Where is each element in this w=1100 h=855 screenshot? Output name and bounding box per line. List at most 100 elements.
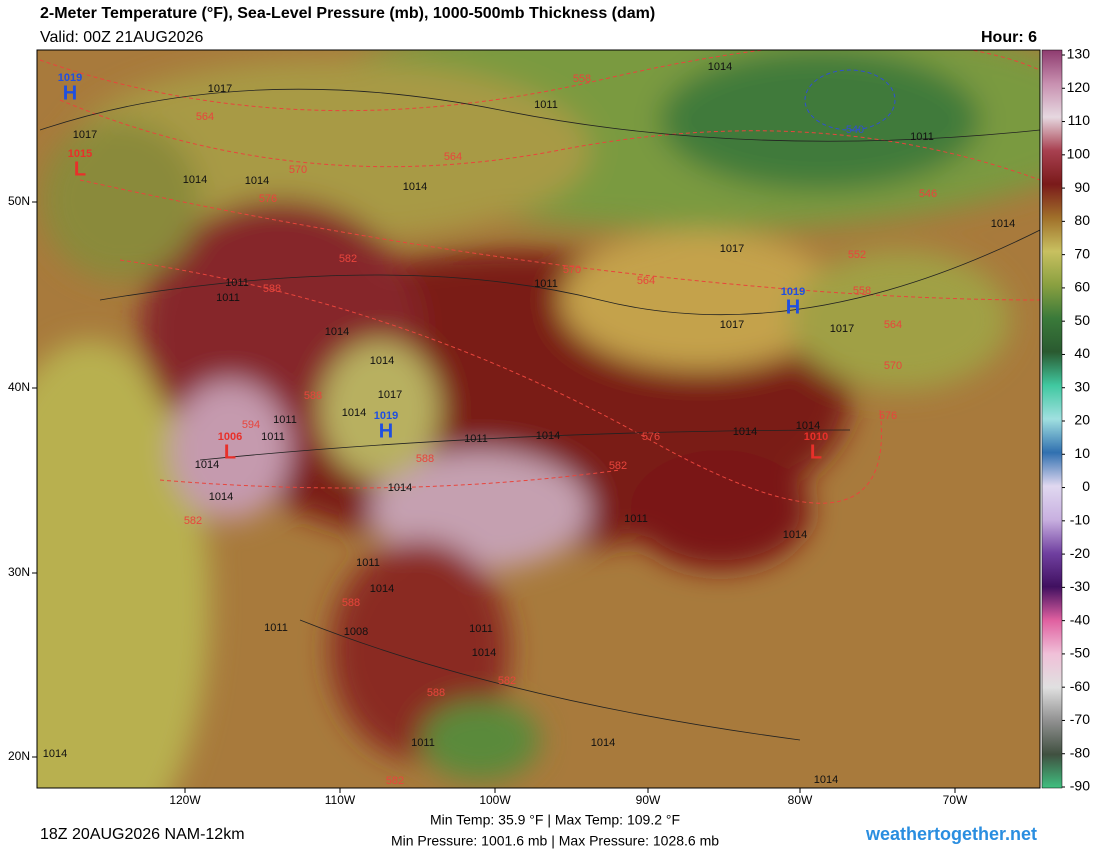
colorbar-tick-label: -10 bbox=[1070, 512, 1090, 528]
colorbar-tick-label: -50 bbox=[1070, 645, 1090, 661]
thickness-label: 582 bbox=[184, 515, 202, 527]
colorbar-tick-label: 110 bbox=[1068, 112, 1091, 128]
thickness-label: 564 bbox=[884, 319, 902, 331]
colorbar-tick-label: 30 bbox=[1074, 378, 1090, 394]
center-pressure: 1010 bbox=[804, 431, 828, 443]
lat-label: 30N bbox=[8, 565, 30, 579]
isobar-label: 1011 bbox=[273, 414, 297, 426]
model-run: 18Z 20AUG2026 NAM-12km bbox=[40, 826, 245, 843]
map-frame bbox=[36, 49, 1041, 789]
thickness-label: 564 bbox=[196, 111, 214, 123]
thickness-label: 576 bbox=[879, 410, 897, 422]
colorbar-tick-label: 120 bbox=[1067, 79, 1091, 95]
colorbar-tick-label: 10 bbox=[1074, 445, 1090, 461]
isobar-label: 1008 bbox=[344, 626, 368, 638]
isobar-label: 1014 bbox=[183, 174, 207, 186]
isobar-label: 1014 bbox=[536, 430, 560, 442]
isobar-label: 1014 bbox=[370, 583, 394, 595]
colorbar-tick-label: -70 bbox=[1070, 711, 1090, 727]
isobar-label: 1011 bbox=[534, 99, 558, 111]
isobar-label: 1011 bbox=[624, 513, 648, 525]
thickness-label: 570 bbox=[289, 164, 307, 176]
colorbar-tick-label: 40 bbox=[1074, 345, 1090, 361]
isobar-label: 1011 bbox=[264, 622, 288, 634]
colorbar-tick-label: -30 bbox=[1070, 578, 1090, 594]
thickness-label: 564 bbox=[444, 151, 462, 163]
colorbar bbox=[1041, 49, 1063, 789]
center-pressure: 1015 bbox=[68, 148, 92, 160]
cold-thickness-label: 540 bbox=[846, 124, 864, 136]
isobar-label: 1014 bbox=[591, 737, 615, 749]
colorbar-tick-label: 80 bbox=[1074, 212, 1090, 228]
thickness-label: 588 bbox=[304, 390, 322, 402]
title: 2-Meter Temperature (°F), Sea-Level Pres… bbox=[40, 5, 655, 22]
isobar-label: 1017 bbox=[830, 323, 854, 335]
thickness-label: 564 bbox=[637, 275, 655, 287]
isobar-label: 1011 bbox=[534, 278, 558, 290]
isobar-label: 1014 bbox=[472, 647, 496, 659]
colorbar-tick-label: 90 bbox=[1074, 179, 1090, 195]
isobar-label: 1017 bbox=[73, 129, 97, 141]
temperature-shading bbox=[37, 50, 1040, 788]
thickness-label: 594 bbox=[242, 419, 260, 431]
lon-label: 100W bbox=[479, 793, 511, 807]
isobar-label: 1014 bbox=[783, 529, 807, 541]
thickness-label: 582 bbox=[339, 253, 357, 265]
center-pressure: 1019 bbox=[781, 286, 805, 298]
isobar-label: 1014 bbox=[209, 491, 233, 503]
thickness-label: 588 bbox=[342, 597, 360, 609]
pressure-range: Min Pressure: 1001.6 mb | Max Pressure: … bbox=[391, 833, 719, 849]
colorbar-tick-label: 0 bbox=[1082, 478, 1090, 494]
thickness-label: 558 bbox=[853, 285, 871, 297]
thickness-label: 576 bbox=[259, 193, 277, 205]
thickness-label: 588 bbox=[416, 453, 434, 465]
thickness-label: 570 bbox=[563, 264, 581, 276]
center-letter: L bbox=[224, 441, 236, 463]
isobars bbox=[39, 88, 1040, 741]
thickness-contours bbox=[39, 50, 1040, 504]
valid-time: Valid: 00Z 21AUG2026 bbox=[40, 29, 203, 46]
isobar-label: 1011 bbox=[910, 131, 934, 143]
isobar-label: 1017 bbox=[378, 389, 402, 401]
center-letter: H bbox=[786, 296, 800, 318]
lon-label: 80W bbox=[788, 793, 813, 807]
isobar-label: 1014 bbox=[796, 420, 820, 432]
isobar-label: 1011 bbox=[464, 433, 488, 445]
colorbar-tick-label: -40 bbox=[1070, 611, 1090, 627]
colorbar-tick-label: -80 bbox=[1070, 744, 1090, 760]
isobar-label: 1014 bbox=[388, 482, 412, 494]
site-name[interactable]: weathertogether.net bbox=[865, 824, 1037, 844]
center-letter: L bbox=[74, 158, 86, 180]
colorbar-tick-label: -60 bbox=[1070, 678, 1090, 694]
cold-thickness-contour bbox=[804, 69, 896, 131]
thickness-label: 582 bbox=[609, 460, 627, 472]
thickness-label: 582 bbox=[498, 675, 516, 687]
isobar-label: 1011 bbox=[356, 557, 380, 569]
thickness-label: 552 bbox=[848, 249, 866, 261]
lon-label: 90W bbox=[636, 793, 661, 807]
isobar-label: 1014 bbox=[403, 181, 427, 193]
thickness-label: 546 bbox=[919, 188, 937, 200]
center-pressure: 1019 bbox=[374, 410, 398, 422]
isobar-label: 1014 bbox=[43, 748, 67, 760]
center-pressure: 1006 bbox=[218, 431, 242, 443]
center-letter: L bbox=[810, 441, 822, 463]
colorbar-tick-label: -20 bbox=[1070, 545, 1090, 561]
colorbar-tick-label: 100 bbox=[1067, 146, 1091, 162]
colorbar-tick-label: 70 bbox=[1074, 245, 1090, 261]
isobar-label: 1014 bbox=[195, 459, 219, 471]
isobar-label: 1011 bbox=[469, 623, 493, 635]
isobar-label: 1014 bbox=[991, 218, 1015, 230]
isobar-label: 1017 bbox=[720, 319, 744, 331]
thickness-label: 588 bbox=[263, 283, 281, 295]
thickness-label: 582 bbox=[386, 775, 404, 787]
isobar-label: 1011 bbox=[411, 737, 435, 749]
forecast-hour: Hour: 6 bbox=[981, 29, 1037, 46]
colorbar-tick-label: 60 bbox=[1074, 279, 1090, 295]
isobar-label: 1014 bbox=[325, 326, 349, 338]
lat-label: 50N bbox=[8, 194, 30, 208]
isobar-label: 1011 bbox=[216, 292, 240, 304]
isobar-label: 1014 bbox=[814, 774, 838, 786]
map-field bbox=[37, 50, 1040, 788]
lon-label: 110W bbox=[325, 793, 356, 807]
